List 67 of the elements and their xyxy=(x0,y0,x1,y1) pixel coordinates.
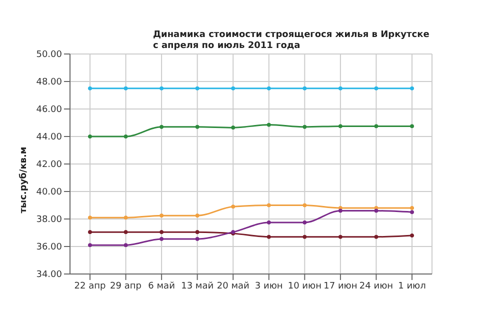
point xyxy=(88,86,92,90)
point xyxy=(338,86,342,90)
point xyxy=(231,86,236,90)
x-tick-label: 13 май xyxy=(181,281,214,292)
point xyxy=(160,236,164,241)
point xyxy=(338,124,342,128)
point xyxy=(266,86,271,90)
y-tick-label: 50.00 xyxy=(36,50,62,60)
point xyxy=(302,203,307,208)
y-tick-label: 38.00 xyxy=(36,215,62,226)
point xyxy=(160,124,164,129)
point xyxy=(374,86,378,90)
x-tick-label: 24 июн xyxy=(359,281,394,292)
y-axis-title: тыс.руб/кв.м xyxy=(19,146,29,214)
point xyxy=(266,234,271,239)
point xyxy=(88,216,92,220)
point xyxy=(124,86,128,90)
point xyxy=(231,126,236,130)
y-tick-label: 46.00 xyxy=(36,105,62,116)
x-tick-label: 29 апр xyxy=(110,281,142,292)
point xyxy=(195,214,200,218)
point xyxy=(160,214,164,218)
point xyxy=(88,230,92,234)
point xyxy=(302,220,307,224)
point xyxy=(195,124,200,129)
point xyxy=(195,86,200,90)
point xyxy=(266,203,271,208)
point xyxy=(302,234,307,239)
point xyxy=(195,236,200,241)
point xyxy=(160,86,164,90)
x-tick-label: 10 июн xyxy=(288,281,322,292)
point xyxy=(124,216,128,220)
x-tick-label: 20 май xyxy=(216,281,250,292)
point xyxy=(374,234,378,239)
point xyxy=(410,210,414,214)
point xyxy=(374,208,378,213)
y-tick-label: 42.00 xyxy=(36,160,62,170)
point xyxy=(266,122,271,127)
point xyxy=(374,124,378,128)
point xyxy=(124,243,128,248)
point xyxy=(338,234,342,239)
point xyxy=(195,230,200,234)
point xyxy=(410,206,414,210)
point xyxy=(302,86,307,90)
point xyxy=(124,134,128,139)
y-tick-label: 36.00 xyxy=(36,242,62,253)
chart-title: Динамика стоимости строящегося жилья в Иркутске с апреля по июль 2011 года xyxy=(153,30,430,52)
point xyxy=(302,124,307,129)
point xyxy=(338,208,342,213)
point xyxy=(160,230,164,234)
point xyxy=(88,134,92,139)
x-tick-label: 3 июн xyxy=(254,281,283,292)
point xyxy=(410,233,414,238)
x-tick-label: 22 апр xyxy=(74,281,106,292)
point xyxy=(231,204,236,209)
y-tick-label: 34.00 xyxy=(36,270,62,280)
point xyxy=(124,230,128,234)
y-tick-label: 48.00 xyxy=(36,78,62,88)
point xyxy=(266,220,271,224)
x-tick-label: 6 май xyxy=(148,281,176,292)
y-tick-label: 44.00 xyxy=(36,132,62,143)
y-tick-label: 40.00 xyxy=(36,188,62,198)
point xyxy=(410,124,414,128)
x-tick-label: 17 июн xyxy=(324,281,358,292)
point xyxy=(410,86,414,90)
x-tick-label: 1 июл xyxy=(398,281,426,292)
point xyxy=(88,243,92,248)
